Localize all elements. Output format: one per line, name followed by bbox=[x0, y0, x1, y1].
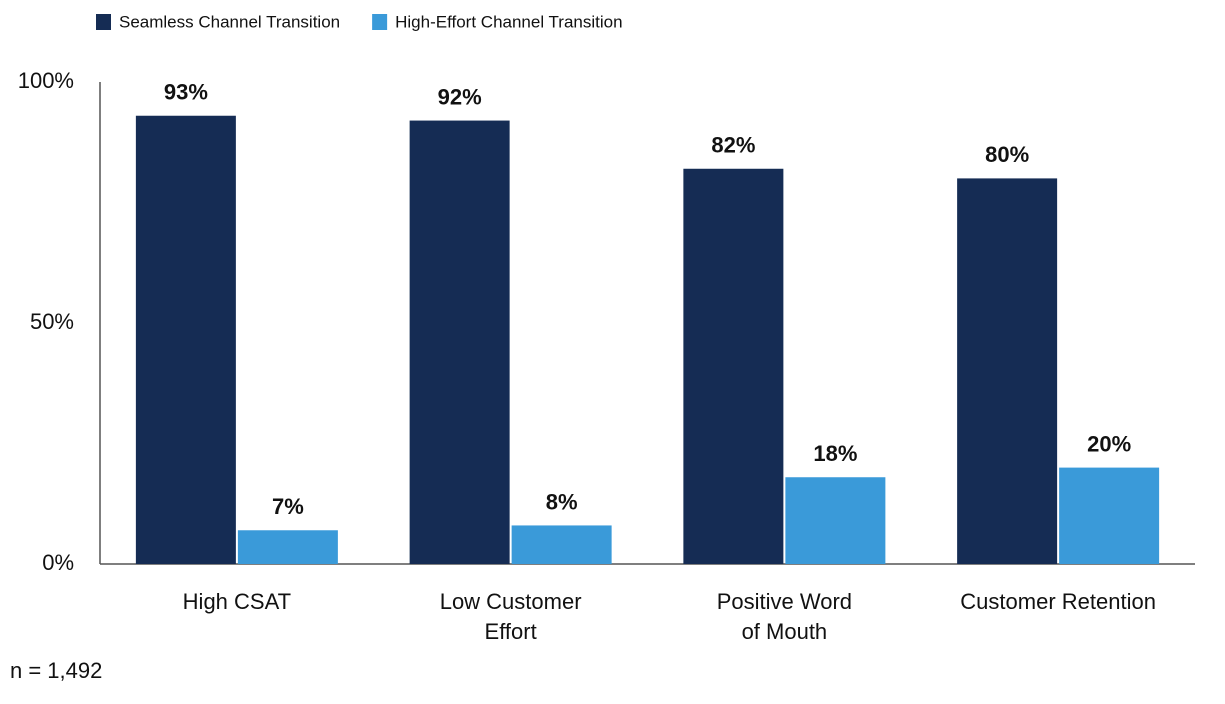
bar bbox=[957, 178, 1058, 564]
x-tick-label: High CSAT bbox=[182, 589, 292, 614]
legend-swatch bbox=[96, 14, 111, 30]
legend-label: Seamless Channel Transition bbox=[119, 12, 340, 31]
y-tick-label: 0% bbox=[42, 550, 74, 575]
value-label: 93% bbox=[164, 80, 208, 105]
value-label: 92% bbox=[438, 84, 482, 109]
value-label: 20% bbox=[1087, 431, 1131, 456]
bar bbox=[135, 115, 236, 565]
legend-swatch bbox=[372, 14, 388, 30]
bar bbox=[409, 120, 510, 564]
y-tick-label: 50% bbox=[30, 309, 74, 334]
x-tick-label: Customer Retention bbox=[960, 589, 1156, 614]
bar bbox=[785, 477, 886, 564]
value-label: 80% bbox=[985, 142, 1029, 167]
legend-label: High-Effort Channel Transition bbox=[395, 12, 622, 31]
value-label: 8% bbox=[546, 489, 578, 514]
value-label: 7% bbox=[272, 494, 304, 519]
value-label: 18% bbox=[813, 441, 857, 466]
value-label: 82% bbox=[711, 133, 755, 158]
bar bbox=[683, 168, 784, 564]
bar bbox=[511, 525, 612, 564]
footnote: n = 1,492 bbox=[10, 658, 103, 683]
x-tick-label: Low Customer Effort bbox=[439, 589, 582, 644]
bar bbox=[237, 530, 338, 564]
y-tick-label: 100% bbox=[18, 68, 74, 93]
bar bbox=[1059, 467, 1160, 564]
x-tick-label: Positive Word of Mouth bbox=[716, 589, 853, 644]
